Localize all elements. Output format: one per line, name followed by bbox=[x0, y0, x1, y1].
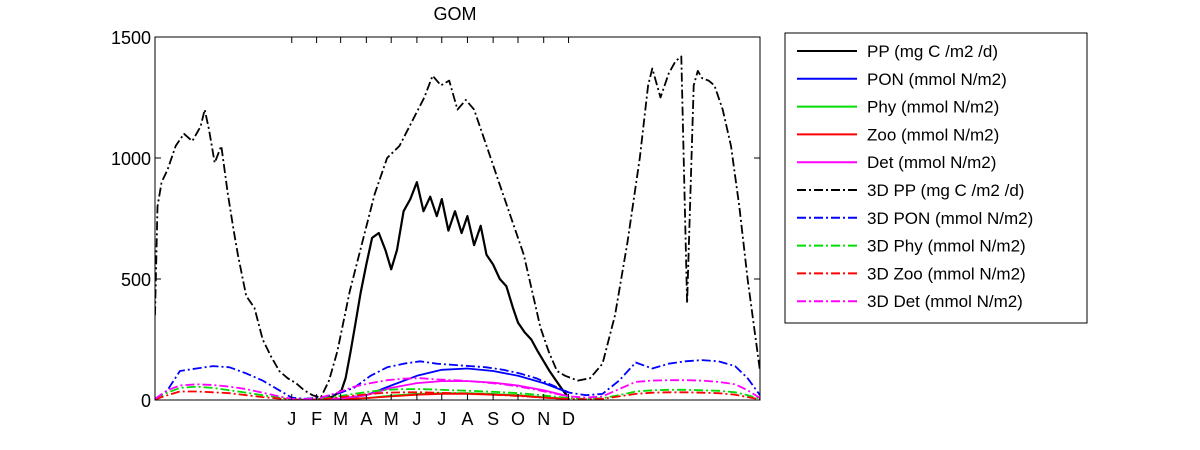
x-tick-label: M bbox=[384, 409, 399, 429]
x-tick-label: O bbox=[511, 409, 525, 429]
y-tick-label: 1500 bbox=[111, 28, 151, 48]
legend-box bbox=[784, 32, 1088, 324]
legend-label-6: 3D PON (mmol N/m2) bbox=[867, 209, 1033, 228]
x-tick-label: D bbox=[562, 409, 575, 429]
series-group bbox=[155, 55, 760, 400]
legend-label-0: PP (mg C /m2 /d) bbox=[867, 42, 998, 61]
legend-label-2: Phy (mmol N/m2) bbox=[867, 98, 999, 117]
legend-label-3: Zoo (mmol N/m2) bbox=[867, 125, 999, 144]
series-line-5 bbox=[155, 55, 760, 399]
x-tick-label: J bbox=[437, 409, 446, 429]
series-line-6 bbox=[155, 359, 760, 400]
legend-label-8: 3D Zoo (mmol N/m2) bbox=[867, 264, 1026, 283]
x-tick-label: J bbox=[412, 409, 421, 429]
series-line-7 bbox=[155, 385, 760, 400]
x-tick-label: S bbox=[487, 409, 499, 429]
y-tick-label: 500 bbox=[121, 270, 151, 290]
x-tick-label: N bbox=[537, 409, 550, 429]
plot-frame bbox=[154, 36, 761, 401]
series-line-0 bbox=[291, 181, 570, 400]
legend-label-5: 3D PP (mg C /m2 /d) bbox=[867, 181, 1024, 200]
legend: PP (mg C /m2 /d) PON (mmol N/m2) Phy (mmol… bbox=[784, 32, 1088, 324]
x-tick-label: F bbox=[311, 409, 322, 429]
x-tick-label: A bbox=[360, 409, 372, 429]
x-tick-label: A bbox=[461, 409, 473, 429]
x-tick-label: J bbox=[287, 409, 296, 429]
legend-label-7: 3D Phy (mmol N/m2) bbox=[867, 237, 1026, 256]
x-tick-label: M bbox=[333, 409, 348, 429]
series-line-8 bbox=[155, 390, 760, 400]
legend-label-1: PON (mmol N/m2) bbox=[867, 70, 1007, 89]
legend-label-4: Det (mmol N/m2) bbox=[867, 153, 996, 172]
legend-label-9: 3D Det (mmol N/m2) bbox=[867, 292, 1023, 311]
y-tick-label: 0 bbox=[141, 391, 151, 411]
chart-title: GOM bbox=[434, 4, 477, 24]
y-tick-label: 1000 bbox=[111, 149, 151, 169]
